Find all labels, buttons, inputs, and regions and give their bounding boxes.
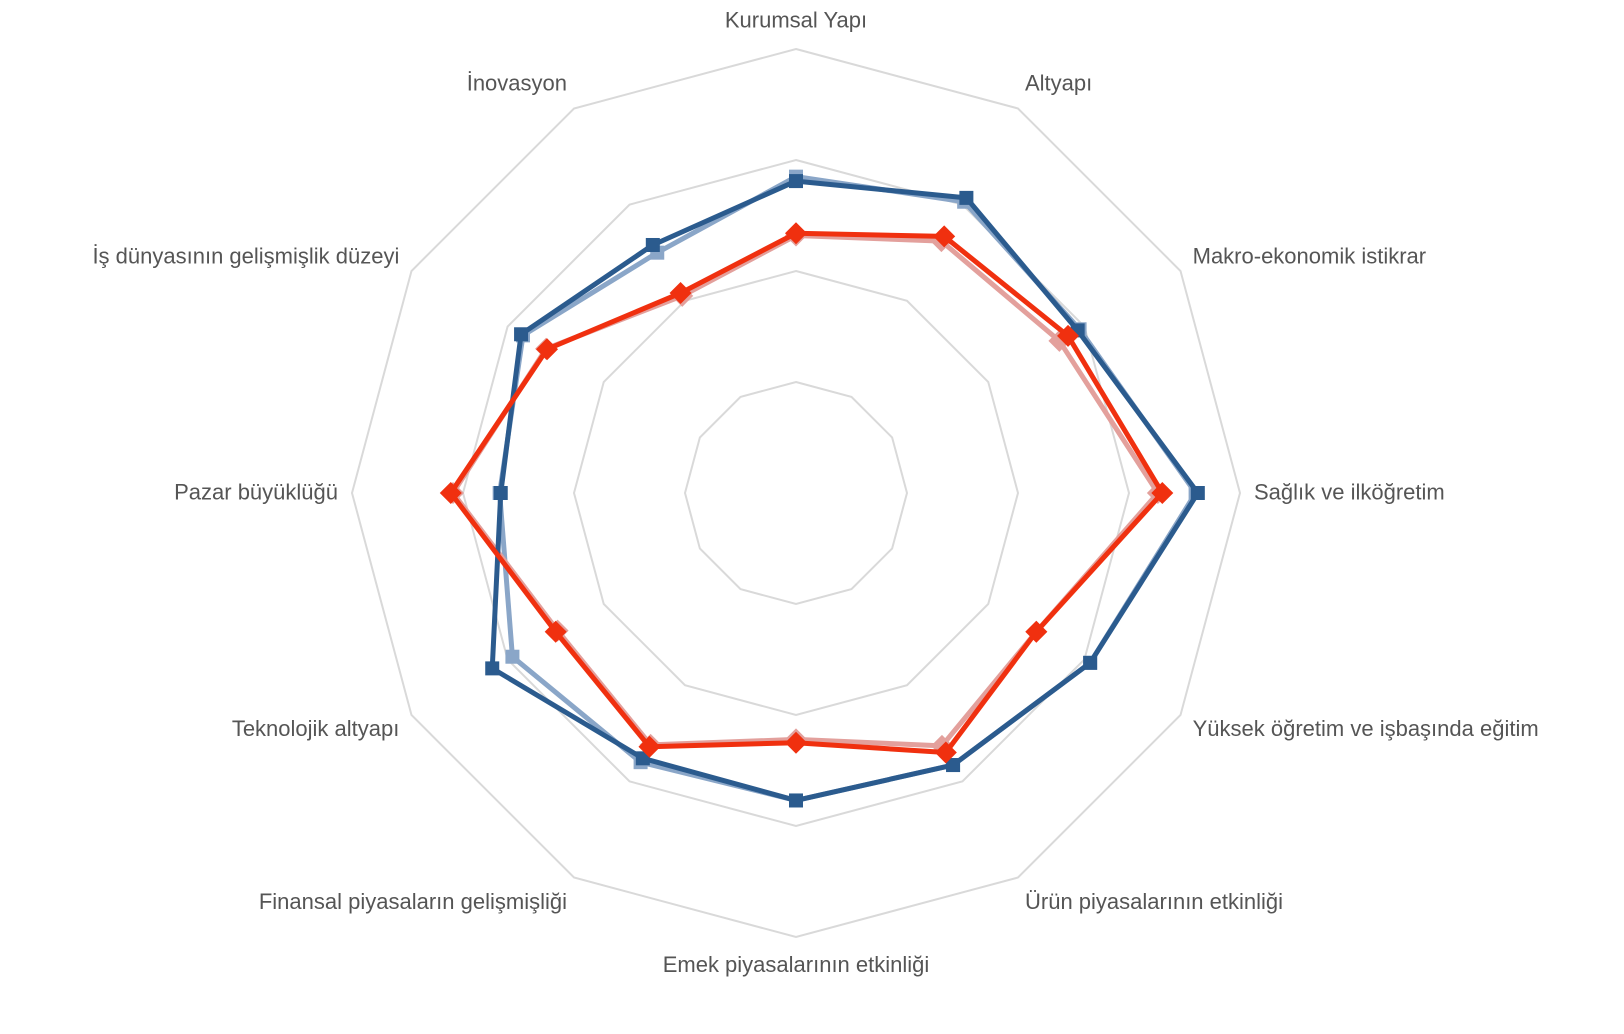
marker bbox=[934, 741, 957, 764]
marker bbox=[789, 174, 803, 189]
category-label: Ürün piyasalarının etkinliği bbox=[1025, 888, 1284, 914]
category-label: Yüksek öğretim ve işbaşında eğitim bbox=[1192, 715, 1539, 741]
marker bbox=[1083, 655, 1098, 670]
grid-ring bbox=[683, 380, 909, 606]
marker bbox=[645, 237, 660, 252]
marker bbox=[1151, 482, 1174, 504]
category-label: Sağlık ve ilköğretim bbox=[1254, 479, 1445, 505]
marker bbox=[635, 751, 650, 766]
marker bbox=[1190, 486, 1205, 500]
marker bbox=[785, 222, 807, 245]
marker bbox=[493, 486, 508, 500]
category-label: Kurumsal Yapı bbox=[724, 7, 868, 33]
marker bbox=[1025, 620, 1048, 643]
marker bbox=[669, 282, 692, 305]
category-label: Finansal piyasaların gelişmişliği bbox=[258, 888, 567, 914]
category-label: Pazar büyüklüğü bbox=[174, 479, 338, 505]
grid-ring bbox=[350, 47, 1242, 939]
marker bbox=[946, 758, 961, 773]
marker bbox=[933, 225, 956, 248]
category-label: İş dünyasının gelişmişlik düzeyi bbox=[92, 243, 400, 269]
marker bbox=[514, 327, 529, 342]
grid-ring bbox=[572, 269, 1020, 717]
marker bbox=[785, 731, 807, 754]
category-label: Altyapı bbox=[1025, 70, 1093, 96]
marker bbox=[638, 735, 661, 758]
series-line bbox=[489, 178, 1201, 803]
marker bbox=[505, 649, 520, 664]
marker bbox=[959, 190, 974, 205]
category-label: İnovasyon bbox=[466, 70, 567, 96]
marker bbox=[1057, 324, 1080, 347]
series-line bbox=[497, 174, 1199, 803]
marker bbox=[439, 482, 462, 504]
marker bbox=[544, 620, 567, 643]
category-label: Emek piyasalarının etkinliği bbox=[662, 952, 930, 977]
category-label: Makro-ekonomik istikrar bbox=[1192, 243, 1427, 269]
grid-ring bbox=[461, 158, 1131, 828]
marker bbox=[536, 338, 559, 361]
marker bbox=[789, 793, 803, 808]
marker bbox=[485, 661, 500, 676]
category-label: Teknolojik altyapı bbox=[231, 715, 400, 741]
